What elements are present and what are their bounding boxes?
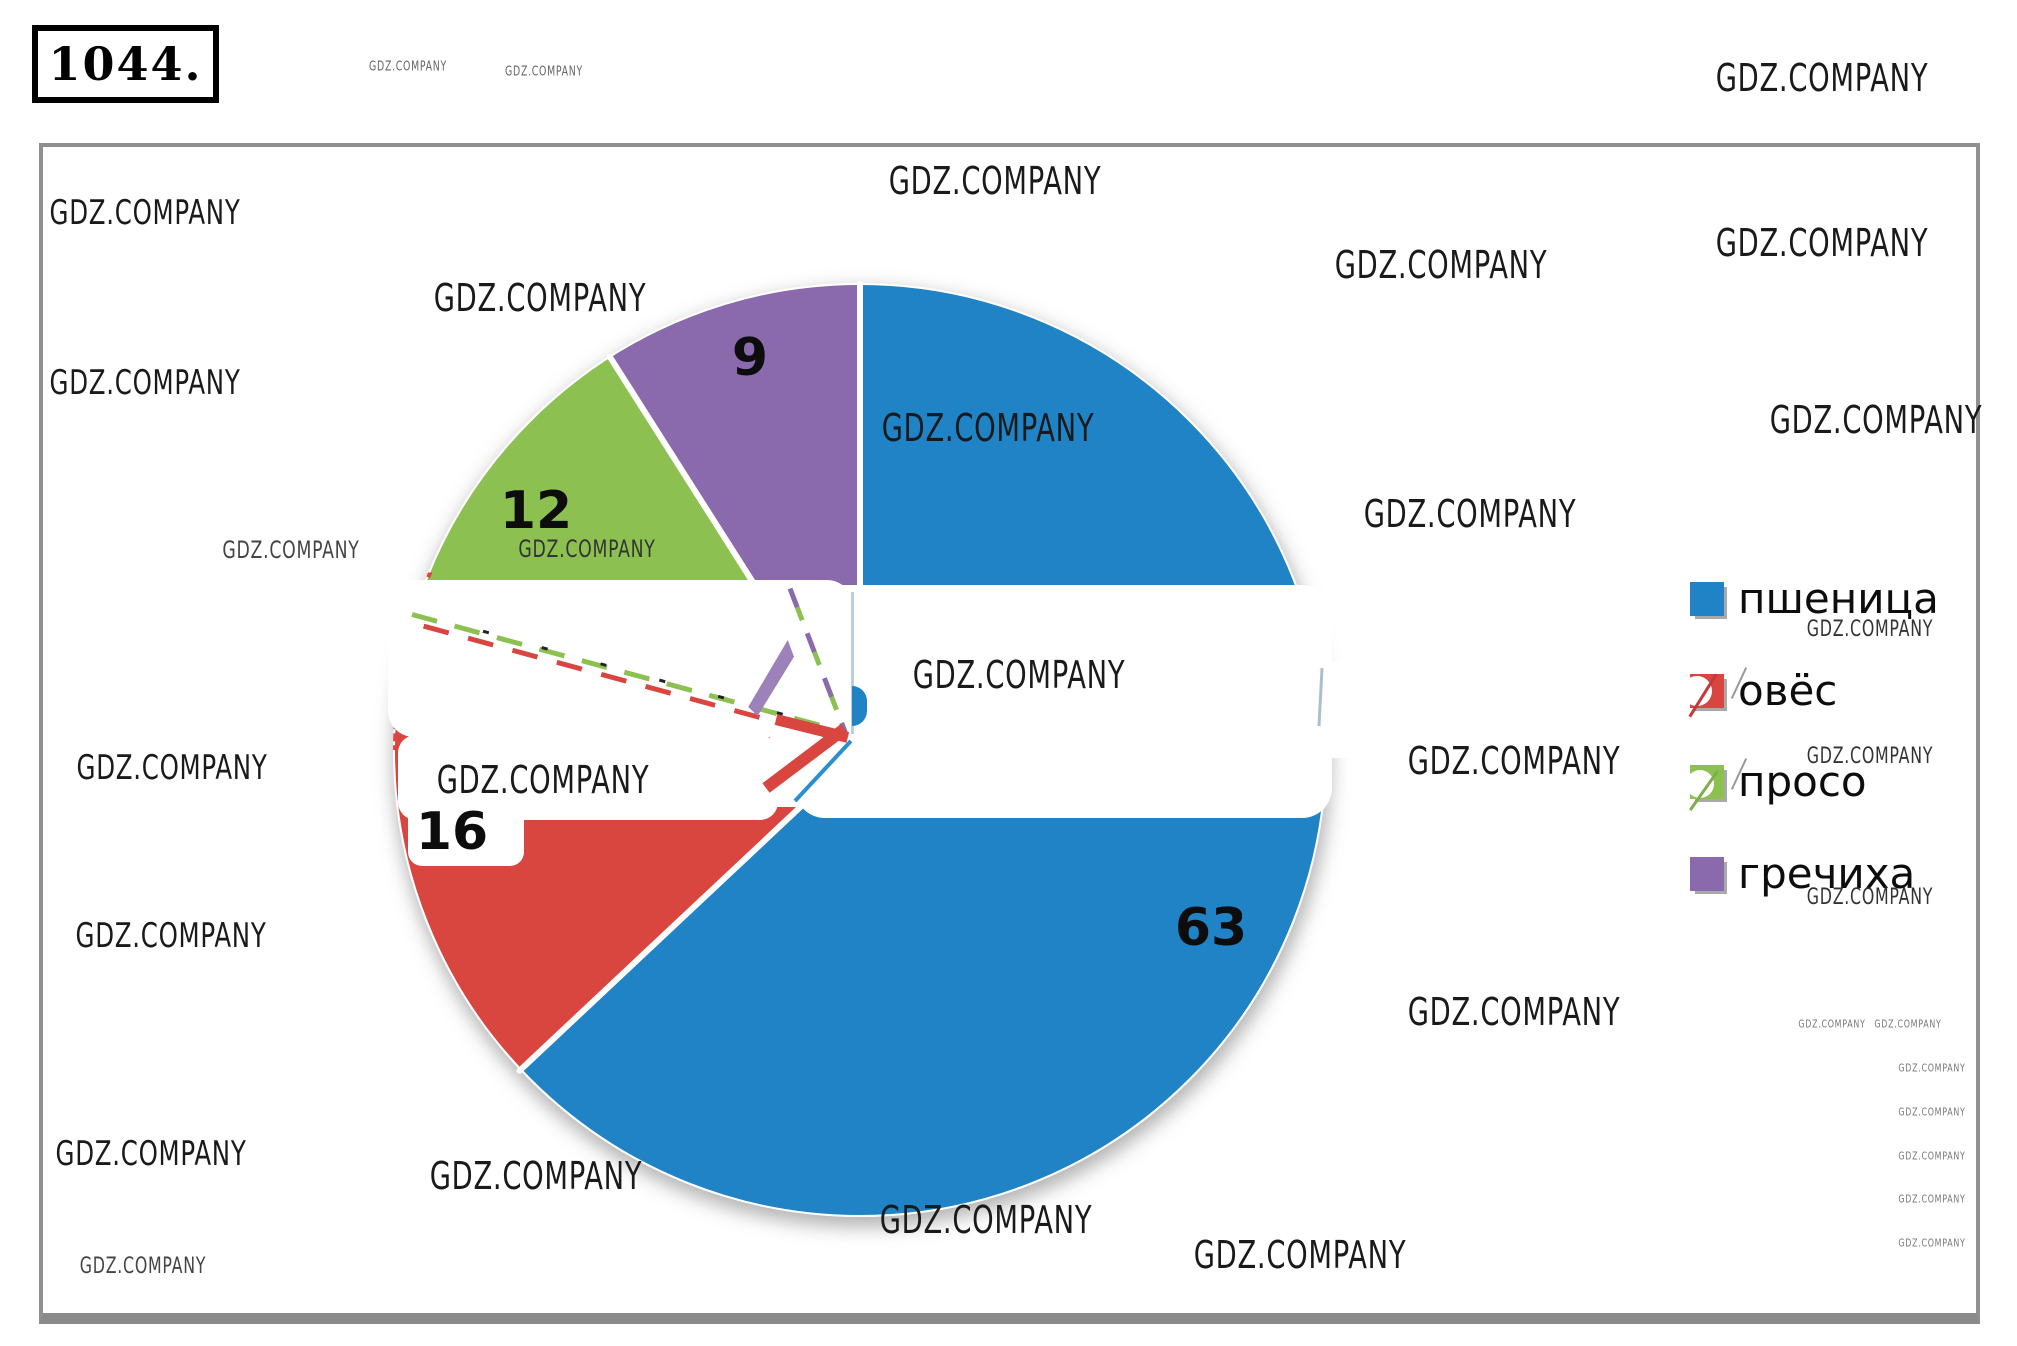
slice-label-oats: 16 bbox=[415, 802, 489, 862]
legend-item-buckwheat: гречиха bbox=[1690, 849, 1915, 899]
blue-blob-artifact bbox=[852, 686, 867, 726]
legend-swatch-wheat bbox=[1690, 582, 1724, 616]
slice-separator bbox=[857, 281, 863, 751]
legend-item-millet: просо bbox=[1686, 757, 1867, 812]
erasure-patch bbox=[1320, 662, 1432, 758]
legend-item-wheat: пшеница bbox=[1690, 574, 1939, 624]
legend-label-buckwheat: гречиха bbox=[1738, 849, 1916, 898]
watermark-text: GDZ.COMPANY bbox=[1715, 56, 1929, 100]
swatch-color bbox=[1690, 857, 1724, 891]
chart-frame bbox=[39, 143, 1980, 1324]
legend-label-oats: овёс bbox=[1738, 666, 1838, 715]
slice-label-buckwheat: 9 bbox=[731, 328, 769, 388]
task-number-box: 1044. bbox=[32, 25, 219, 103]
watermark-text: GDZ.COMPANY bbox=[369, 59, 447, 75]
swatch-color bbox=[1690, 582, 1724, 616]
erasure-patch bbox=[795, 585, 1332, 818]
legend-item-oats: овёс bbox=[1682, 666, 1838, 718]
faint-vertical-boundary bbox=[851, 592, 854, 734]
legend: пшеница овёс просо гречиха bbox=[1682, 560, 2010, 920]
legend-swatch-oats bbox=[1682, 667, 1748, 718]
slice-label-wheat: 63 bbox=[1174, 898, 1248, 958]
legend-label-wheat: пшеница bbox=[1738, 574, 1939, 623]
slice-separators bbox=[393, 281, 1327, 1217]
legend-label-millet: просо bbox=[1738, 757, 1867, 806]
erasure-patch bbox=[408, 798, 524, 866]
legend-swatch-millet bbox=[1686, 758, 1748, 812]
task-number: 1044. bbox=[48, 37, 203, 91]
slice-label-millet: 12 bbox=[499, 481, 573, 541]
watermark-text: GDZ.COMPANY bbox=[505, 64, 583, 80]
legend-swatch-buckwheat bbox=[1690, 857, 1724, 891]
